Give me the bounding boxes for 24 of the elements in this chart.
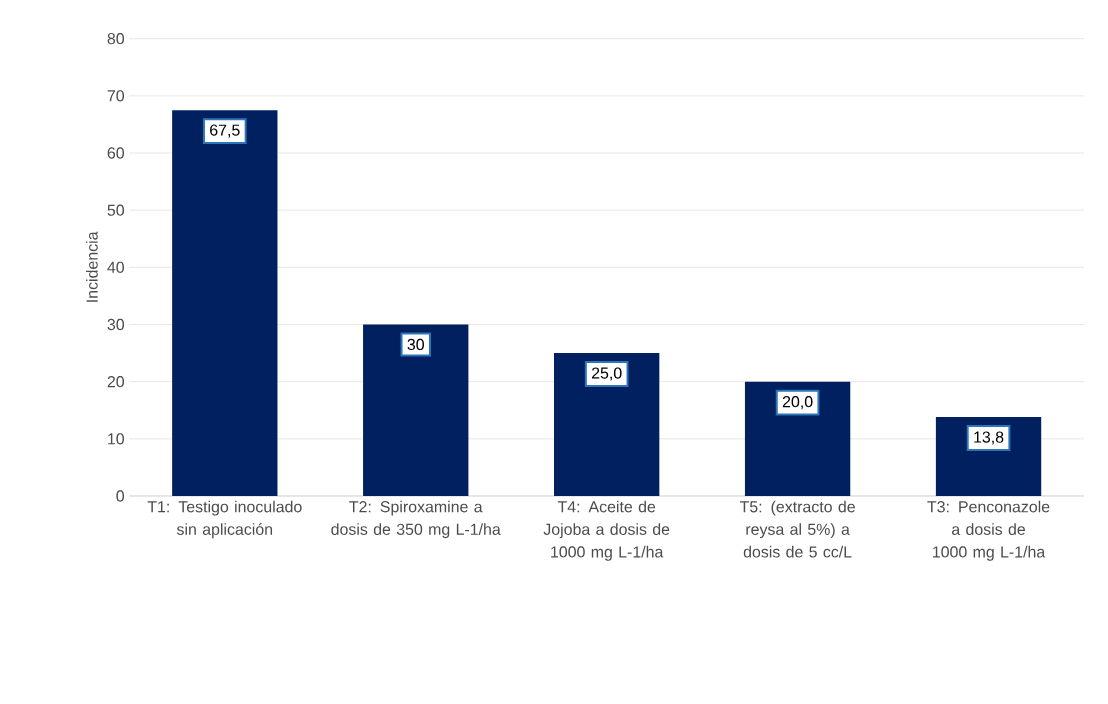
- data-label: 20,0: [782, 396, 813, 410]
- y-tick-label: 80: [107, 33, 125, 45]
- y-tick-label: 20: [107, 376, 125, 388]
- x-tick-label: T5: (extracto de reysa al 5%) a dosis de 5 cc/L: [739, 500, 855, 558]
- y-tick-label: 60: [107, 147, 125, 159]
- y-axis-title: Incidencia: [86, 231, 98, 302]
- bar: [363, 324, 469, 496]
- y-tick-label: 30: [107, 318, 125, 331]
- data-label: 13,8: [974, 431, 1004, 445]
- data-label: 30: [407, 338, 424, 351]
- x-tick-label: T2: Spiroxamine a dosis de 350 mg L-1/ha: [331, 500, 501, 539]
- x-tick-label: T3: Penconazole a dosis de 1000 mg L-1/ha: [927, 500, 1050, 561]
- y-tick-label: 0: [116, 490, 125, 502]
- data-label: 67,5: [210, 124, 240, 138]
- y-tick-label: 10: [108, 433, 125, 445]
- y-tick-label: 40: [107, 261, 125, 273]
- data-label: 25,0: [591, 367, 622, 381]
- bar: [172, 110, 278, 496]
- x-tick-label: T1: Testigo inoculado sin aplicación: [147, 500, 302, 539]
- x-tick-label: T4: Aceite de Jojoba a dosis de 1000 mg L-1/ha: [543, 500, 670, 561]
- y-tick-label: 70: [107, 90, 125, 102]
- y-tick-label: 50: [107, 204, 125, 216]
- bar: [554, 353, 660, 496]
- bar: [744, 381, 851, 496]
